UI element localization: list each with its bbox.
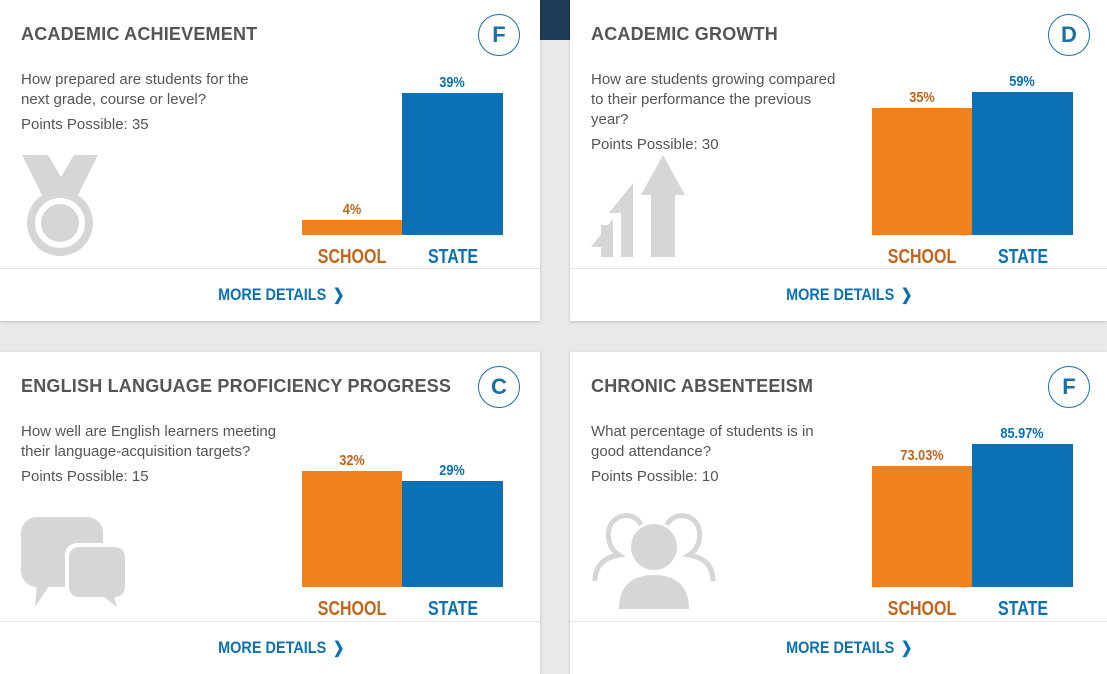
bar-chart: 73.03% 85.97% [872, 412, 1073, 587]
card-question: How well are English learners meeting th… [21, 422, 281, 487]
bar-value-label-state: 29% [439, 462, 465, 480]
more-details-link[interactable]: MORE DETAILS ❯ [218, 285, 344, 305]
bar-school [872, 465, 972, 587]
card-title: ACADEMIC ACHIEVEMENT [21, 24, 258, 44]
chevron-right-icon: ❯ [901, 287, 913, 304]
bar-chart: 35% 59% [872, 60, 1073, 235]
more-details-link[interactable]: MORE DETAILS ❯ [786, 285, 912, 305]
bar-value-label-state: 59% [1009, 73, 1035, 90]
more-details-label: MORE DETAILS [786, 638, 895, 657]
points-possible: Points Possible: 15 [21, 468, 149, 485]
bar-chart: 4% 39% [302, 60, 503, 235]
bar-value-label-school: 35% [909, 88, 935, 106]
grade-badge: F [478, 14, 520, 56]
chevron-right-icon: ❯ [332, 287, 345, 304]
more-details-link[interactable]: MORE DETAILS ❯ [218, 638, 344, 658]
bar-chart: 32% 29% [302, 412, 503, 587]
category-label-state: STATE [997, 246, 1049, 268]
card-academic-achievement: ACADEMIC ACHIEVEMENT F How prepared are … [0, 0, 540, 321]
more-details-label: MORE DETAILS [217, 638, 326, 657]
card-title: ACADEMIC GROWTH [591, 24, 778, 44]
grade-badge: C [478, 366, 520, 408]
points-possible: Points Possible: 10 [591, 468, 719, 485]
question-text: How well are English learners meeting th… [21, 423, 277, 460]
more-details-link[interactable]: MORE DETAILS ❯ [786, 638, 912, 658]
bar-value-label-school: 73.03% [900, 446, 944, 464]
card-footer: MORE DETAILS ❯ [0, 621, 540, 674]
question-text: How prepared are students for the next g… [21, 71, 249, 108]
more-details-label: MORE DETAILS [786, 285, 895, 304]
points-possible: Points Possible: 30 [591, 136, 719, 153]
people-icon [592, 513, 716, 609]
chevron-right-icon: ❯ [332, 640, 345, 657]
category-label-state: STATE [427, 246, 479, 268]
bar-state [402, 481, 503, 587]
category-label-school: SCHOOL [317, 598, 387, 620]
bar-value-label-school: 32% [339, 451, 365, 469]
grade-badge: F [1048, 366, 1090, 408]
category-label-school: SCHOOL [887, 246, 957, 268]
speech-bubbles-icon [21, 517, 127, 607]
category-label-state: STATE [427, 598, 479, 620]
bar-school [872, 107, 972, 235]
question-text: How are students growing compared to the… [591, 71, 836, 128]
card-question: What percentage of students is in good a… [591, 422, 851, 487]
bar-state [402, 93, 503, 235]
medal-icon [22, 155, 98, 256]
card-question: How are students growing compared to the… [591, 70, 851, 155]
card-title: CHRONIC ABSENTEEISM [591, 376, 814, 396]
category-label-school: SCHOOL [317, 246, 387, 268]
question-text: What percentage of students is in good a… [591, 423, 814, 460]
category-label-school: SCHOOL [887, 598, 957, 620]
card-footer: MORE DETAILS ❯ [570, 268, 1107, 321]
card-footer: MORE DETAILS ❯ [0, 268, 540, 321]
grade-badge: D [1048, 14, 1090, 56]
bar-school [302, 470, 402, 587]
card-question: How prepared are students for the next g… [21, 70, 281, 135]
bar-school [302, 220, 402, 235]
more-details-label: MORE DETAILS [217, 285, 326, 304]
growth-arrows-icon [591, 155, 685, 257]
card-academic-growth: ACADEMIC GROWTH D How are students growi… [570, 0, 1107, 321]
bar-value-label-state: 85.97% [1000, 425, 1044, 442]
chevron-right-icon: ❯ [901, 640, 913, 657]
header-strip [540, 0, 570, 40]
card-chronic-absenteeism: CHRONIC ABSENTEEISM F What percentage of… [570, 352, 1107, 674]
category-label-state: STATE [997, 598, 1049, 620]
points-possible: Points Possible: 35 [21, 116, 149, 133]
card-title: ENGLISH LANGUAGE PROFICIENCY PROGRESS [21, 376, 452, 396]
bar-value-label-school: 4% [342, 201, 362, 219]
bar-value-label-state: 39% [439, 74, 465, 91]
bar-state [972, 92, 1073, 235]
card-english-language-proficiency: ENGLISH LANGUAGE PROFICIENCY PROGRESS C … [0, 352, 540, 674]
card-footer: MORE DETAILS ❯ [570, 621, 1107, 674]
bar-state [972, 444, 1073, 587]
